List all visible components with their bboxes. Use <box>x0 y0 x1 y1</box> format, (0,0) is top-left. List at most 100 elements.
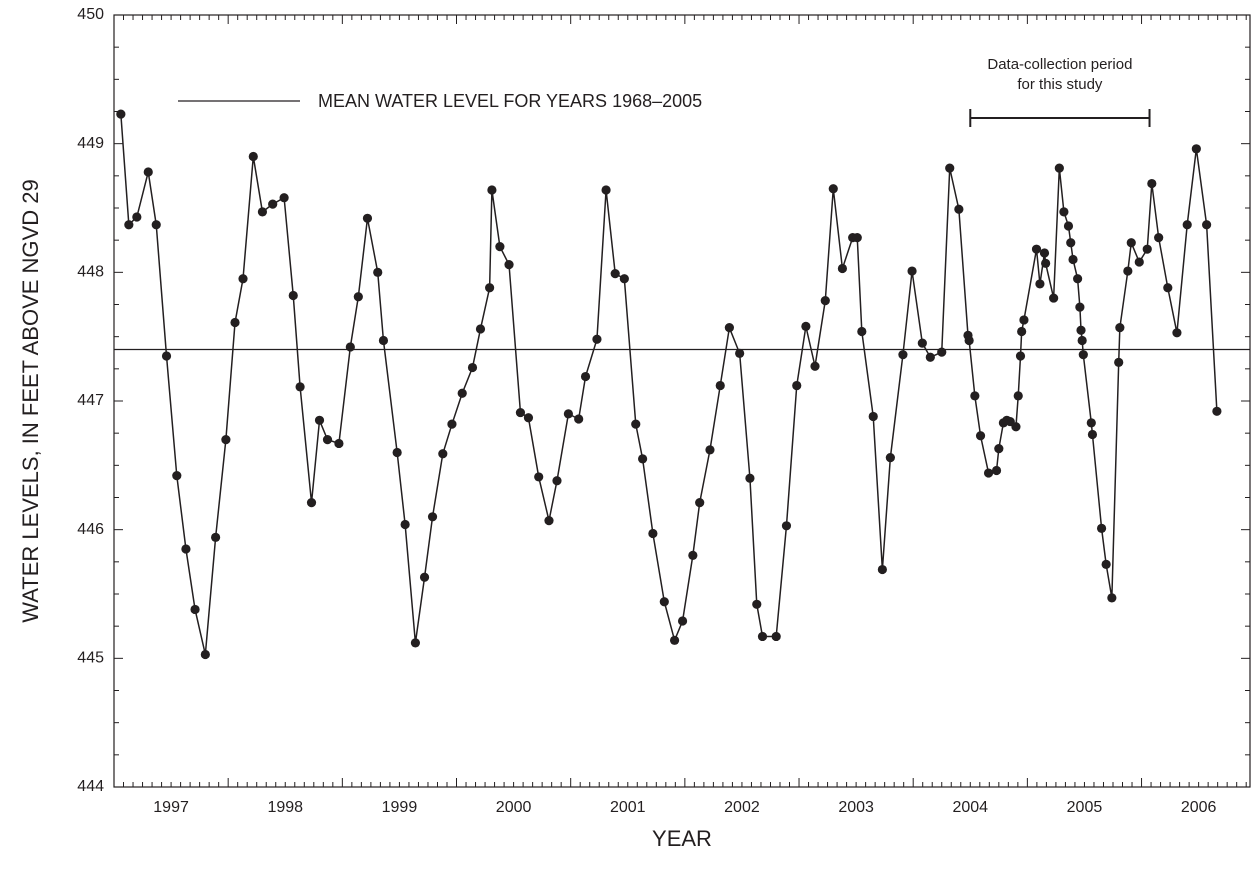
data-point <box>124 220 134 230</box>
data-point <box>1182 220 1192 230</box>
data-point <box>1163 283 1173 293</box>
data-point <box>907 266 917 276</box>
data-point <box>715 380 725 391</box>
mean-line-label: MEAN WATER LEVEL FOR YEARS 1968–2005 <box>318 91 702 111</box>
x-tick-label: 1998 <box>267 799 303 816</box>
data-point <box>1073 274 1083 284</box>
y-axis-title: WATER LEVELS, IN FEET ABOVE NGVD 29 <box>18 179 43 622</box>
data-point <box>230 317 240 328</box>
data-point <box>1066 238 1076 248</box>
data-point <box>1096 523 1107 533</box>
data-point <box>1031 244 1042 254</box>
data-point <box>1049 293 1059 303</box>
data-point <box>427 512 438 522</box>
data-point <box>735 348 745 358</box>
data-point <box>688 550 698 561</box>
data-point <box>580 371 591 382</box>
data-point <box>345 342 355 352</box>
data-point <box>523 413 534 423</box>
data-point <box>362 213 373 223</box>
data-point <box>1011 422 1021 432</box>
data-point <box>745 473 755 483</box>
data-point <box>648 528 658 539</box>
data-point <box>279 193 289 203</box>
plot-frame <box>113 14 1251 788</box>
data-point <box>659 597 669 607</box>
x-tick-label: 2005 <box>1067 799 1103 816</box>
data-point <box>504 260 514 270</box>
data-point <box>945 163 955 173</box>
data-point <box>1039 248 1050 258</box>
data-point <box>295 382 305 392</box>
data-point <box>467 362 478 373</box>
data-point <box>151 220 161 230</box>
data-point <box>515 407 526 418</box>
data-point <box>1126 238 1136 248</box>
data-point <box>1147 178 1157 189</box>
data-point <box>447 419 457 429</box>
data-point <box>857 326 867 337</box>
period-label: for this study <box>1017 76 1103 93</box>
x-tick-label: 1999 <box>382 799 418 816</box>
data-point <box>868 411 878 422</box>
data-point <box>487 185 497 195</box>
data-point <box>306 498 317 508</box>
data-point <box>495 242 505 252</box>
y-tick-label: 447 <box>77 392 104 409</box>
data-point <box>1142 244 1152 254</box>
y-tick-label: 444 <box>77 778 104 795</box>
data-point <box>1134 257 1144 267</box>
data-point <box>837 263 848 274</box>
data-point <box>190 604 200 615</box>
data-point <box>631 419 641 429</box>
data-point <box>638 454 648 464</box>
data-point <box>695 498 705 508</box>
data-point <box>1015 351 1026 361</box>
data-point <box>1114 357 1124 367</box>
data-point <box>801 321 811 331</box>
data-point <box>619 274 629 284</box>
period-label: Data-collection period <box>987 56 1132 73</box>
data-point <box>677 616 688 626</box>
data-point <box>552 476 562 486</box>
data-point <box>820 296 830 306</box>
data-point <box>457 388 467 398</box>
data-point <box>1191 144 1201 154</box>
data-point <box>314 415 325 425</box>
data-point <box>792 380 802 391</box>
y-tick-label: 445 <box>77 650 104 667</box>
data-point <box>400 519 410 530</box>
data-point <box>1075 302 1085 312</box>
data-point <box>810 361 820 371</box>
x-tick-label: 2003 <box>838 799 874 816</box>
data-point <box>1017 326 1027 337</box>
data-point <box>1068 254 1078 265</box>
x-tick-label: 2002 <box>724 799 760 816</box>
data-point <box>1019 315 1029 325</box>
data-point <box>248 151 258 162</box>
data-point <box>322 435 333 445</box>
data-point <box>1172 328 1182 338</box>
data-point <box>781 521 792 531</box>
data-point <box>132 212 142 222</box>
x-tick-label: 2006 <box>1181 799 1217 816</box>
data-point <box>1154 232 1164 243</box>
data-point <box>983 468 994 478</box>
x-tick-label: 1997 <box>153 799 189 816</box>
data-point <box>161 351 172 361</box>
data-point <box>937 347 947 357</box>
data-point <box>1202 220 1212 230</box>
data-point <box>724 323 734 333</box>
data-point <box>1115 323 1125 333</box>
data-point <box>954 204 964 214</box>
data-point <box>1123 266 1133 276</box>
data-point <box>1101 559 1111 570</box>
data-point <box>1041 258 1051 268</box>
data-point <box>669 635 680 645</box>
data-point <box>544 516 554 526</box>
data-point <box>143 167 153 177</box>
data-point <box>392 447 402 458</box>
data-point <box>852 232 862 243</box>
